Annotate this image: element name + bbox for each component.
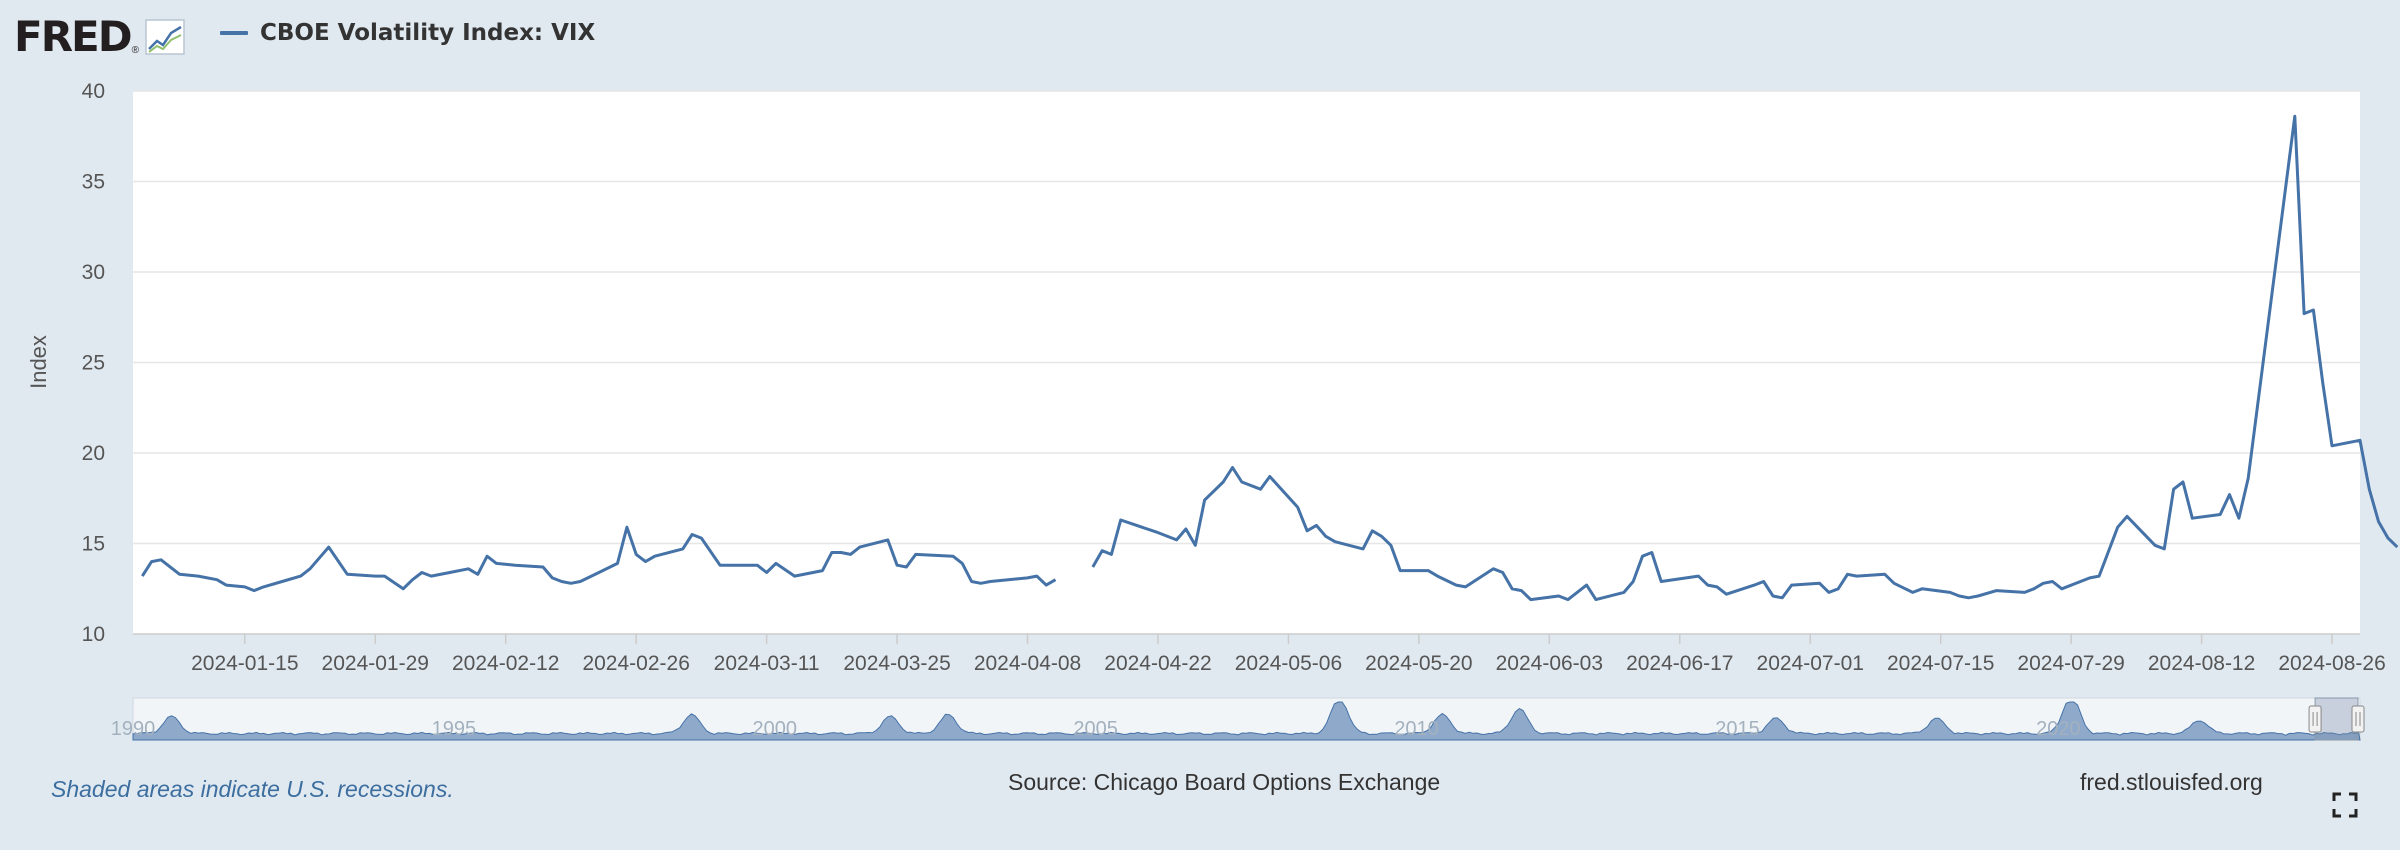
x-tick-label: 2024-08-26 <box>2278 652 2385 675</box>
x-tick-label: 2024-06-03 <box>1496 652 1603 675</box>
x-tick-label: 2024-02-26 <box>582 652 689 675</box>
series-layer <box>141 114 2399 602</box>
chart-header: FRED ® CBOE Volatility Index: VIX <box>0 0 2400 80</box>
navigator-year-label: 2000 <box>753 718 798 740</box>
y-axis-ticks: 10 15 20 25 30 35 40 <box>82 80 105 646</box>
navigator-year-label: 2005 <box>1073 718 1118 740</box>
y-tick-label: 15 <box>82 533 105 556</box>
y-tick-label: 30 <box>82 261 105 284</box>
fullscreen-icon[interactable] <box>2332 792 2358 818</box>
y-axis-label: Index <box>26 335 51 389</box>
legend-series-swatch <box>220 31 248 35</box>
x-tick-label: 2024-01-29 <box>322 652 429 675</box>
x-tick-label: 2024-03-11 <box>714 652 820 675</box>
site-link[interactable]: fred.stlouisfed.org <box>2080 769 2263 795</box>
navigator-year-label: 1995 <box>432 718 477 740</box>
navigator-handle[interactable] <box>2308 705 2322 733</box>
x-tick-label: 2024-08-12 <box>2148 652 2255 675</box>
x-tick-label: 2024-04-08 <box>974 652 1081 675</box>
y-tick-label: 25 <box>82 352 105 375</box>
navigator-year-label: 2015 <box>1715 718 1760 740</box>
navigator-handle[interactable] <box>2351 705 2365 733</box>
fred-logo[interactable]: FRED ® <box>14 12 185 62</box>
y-tick-label: 40 <box>82 80 105 103</box>
x-tick-label: 2024-07-29 <box>2017 652 2124 675</box>
gridlines <box>133 90 2360 635</box>
line-graph-icon <box>145 19 185 55</box>
y-tick-label: 20 <box>82 442 105 465</box>
y-tick-label: 35 <box>82 171 105 194</box>
source-note: Source: Chicago Board Options Exchange <box>1008 769 1441 795</box>
x-tick-label: 2024-07-01 <box>1757 652 1864 675</box>
navigator-series-area <box>132 701 2361 741</box>
x-tick-label: 2024-03-25 <box>843 652 950 675</box>
navigator-selection[interactable] <box>2314 697 2359 741</box>
x-tick-label: 2024-01-15 <box>191 652 298 675</box>
navigator-year-label: 2020 <box>2036 718 2081 740</box>
series-line[interactable] <box>1091 114 2399 602</box>
navigator-year-label: 1990 <box>111 718 156 740</box>
x-tick-label: 2024-04-22 <box>1104 652 1211 675</box>
x-tick-label: 2024-05-06 <box>1235 652 1342 675</box>
x-tick-label: 2024-05-20 <box>1365 652 1472 675</box>
navigator-year-label: 2010 <box>1394 718 1439 740</box>
chart-legend[interactable]: CBOE Volatility Index: VIX <box>220 20 595 46</box>
x-tick-label: 2024-06-17 <box>1626 652 1733 675</box>
range-navigator[interactable]: 1990 1995 2000 2005 2010 2015 2020 <box>111 697 2365 741</box>
fred-logo-text: FRED <box>14 12 133 61</box>
x-tick-label: 2024-07-15 <box>1887 652 1994 675</box>
y-tick-label: 10 <box>82 623 105 646</box>
fred-logo-registered-mark: ® <box>131 44 139 56</box>
legend-series-label: CBOE Volatility Index: VIX <box>260 20 596 46</box>
x-axis-ticks: 2024-01-15 2024-01-29 2024-02-12 2024-02-26… <box>191 634 2386 675</box>
x-tick-label: 2024-02-12 <box>452 652 559 675</box>
recession-note: Shaded areas indicate U.S. recessions. <box>51 776 454 802</box>
series-line[interactable] <box>141 525 1057 593</box>
